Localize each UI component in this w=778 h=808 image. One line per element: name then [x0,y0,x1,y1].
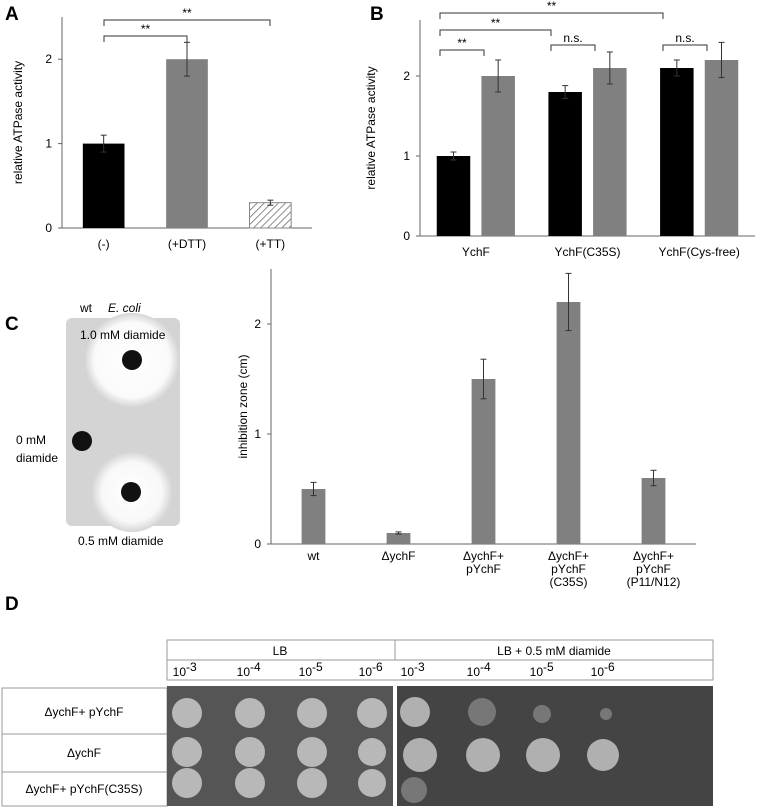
significance-bracket [439,12,664,19]
dilution-base: 10 [237,665,251,679]
x-tick-label: (-) [98,237,110,251]
x-tick-label: wt [307,549,321,563]
dilution-base: 10 [299,665,313,679]
x-tick-label: pYchF [551,562,586,576]
significance-label: ** [491,16,501,30]
bar [548,92,582,236]
bar [641,478,666,544]
dilution-exp: -3 [186,660,197,674]
significance-bracket [662,44,708,51]
dilution-base: 10 [530,665,544,679]
y-tick-label: 2 [403,69,410,83]
panel-label: D [5,594,19,615]
bar [556,302,581,544]
strain-label: ΔychF+ pYchF [44,705,123,719]
significance-label: ** [141,22,151,36]
dilution-base: 10 [467,665,481,679]
bar [481,76,515,236]
bar [660,68,694,236]
spot-photo [167,686,713,806]
plate-label: 1.0 mM diamide [80,328,166,342]
y-tick-label: 0 [254,537,261,551]
significance-label: n.s. [675,31,694,45]
dilution-base: 10 [591,665,605,679]
plate-label: diamide [16,451,58,465]
y-tick-label: 2 [45,52,52,66]
significance-bracket [550,44,596,51]
plate-strain: wt [79,301,93,315]
y-tick-label: 1 [45,137,52,151]
bar [593,68,627,236]
y-axis-label: relative ATPase activity [364,66,378,189]
x-tick-label: YchF [462,245,490,259]
condition-header: LB [273,644,288,658]
panel-label: A [5,4,19,25]
plate-organism: E. coli [108,301,141,315]
significance-label: ** [547,0,557,13]
dilution-base: 10 [401,665,415,679]
bar [471,379,496,544]
bar [82,143,125,228]
y-axis-label: relative ATPase activity [11,61,25,184]
strain-label: ΔychF+ pYchF(C35S) [25,782,142,796]
dilution-base: 10 [359,665,373,679]
x-tick-label: ΔychF+ [463,549,504,563]
y-tick-label: 1 [403,149,410,163]
bar [249,202,292,229]
significance-bracket [439,49,485,56]
dilution-exp: -6 [604,660,615,674]
y-tick-label: 1 [254,427,261,441]
panel-label: C [5,314,19,335]
y-tick-label: 0 [403,229,410,243]
y-tick-label: 2 [254,317,261,331]
bar [386,533,411,544]
significance-bracket [103,19,271,26]
significance-label: ** [457,36,467,50]
plate-label: 0.5 mM diamide [78,534,164,548]
y-tick-label: 0 [45,221,52,235]
dilution-exp: -3 [414,660,425,674]
spot-table [1,639,714,807]
condition-header: LB + 0.5 mM diamide [497,644,611,658]
x-tick-label: pYchF [636,562,671,576]
significance-label: n.s. [563,31,582,45]
panel-label: B [370,4,384,25]
dilution-exp: -4 [480,660,491,674]
bar [704,60,739,236]
x-tick-label: (+TT) [255,237,285,251]
bar [436,156,471,236]
x-tick-label: YchF(Cys-free) [658,245,739,259]
x-tick-label: ΔychF [381,549,415,563]
strain-label: ΔychF [67,746,101,760]
dilution-exp: -6 [372,660,383,674]
x-tick-label: ΔychF+ [633,549,674,563]
x-tick-label: ΔychF+ [548,549,589,563]
x-tick-label: YchF(C35S) [554,245,620,259]
x-tick-label: (+DTT) [168,237,206,251]
plate-label: 0 mM [16,433,46,447]
dilution-exp: -5 [543,660,554,674]
dilution-exp: -4 [250,660,261,674]
significance-bracket [103,35,188,42]
bar [166,59,208,229]
x-tick-label: (P11/N12) [627,575,681,589]
dilution-exp: -5 [312,660,323,674]
significance-bracket [439,29,552,36]
plate-image [66,313,180,532]
significance-label: ** [182,6,192,20]
x-tick-label: pYchF [466,562,501,576]
y-axis-label: inhibition zone (cm) [236,354,250,458]
dilution-base: 10 [173,665,187,679]
bar [301,489,326,544]
x-tick-label: (C35S) [549,575,587,589]
